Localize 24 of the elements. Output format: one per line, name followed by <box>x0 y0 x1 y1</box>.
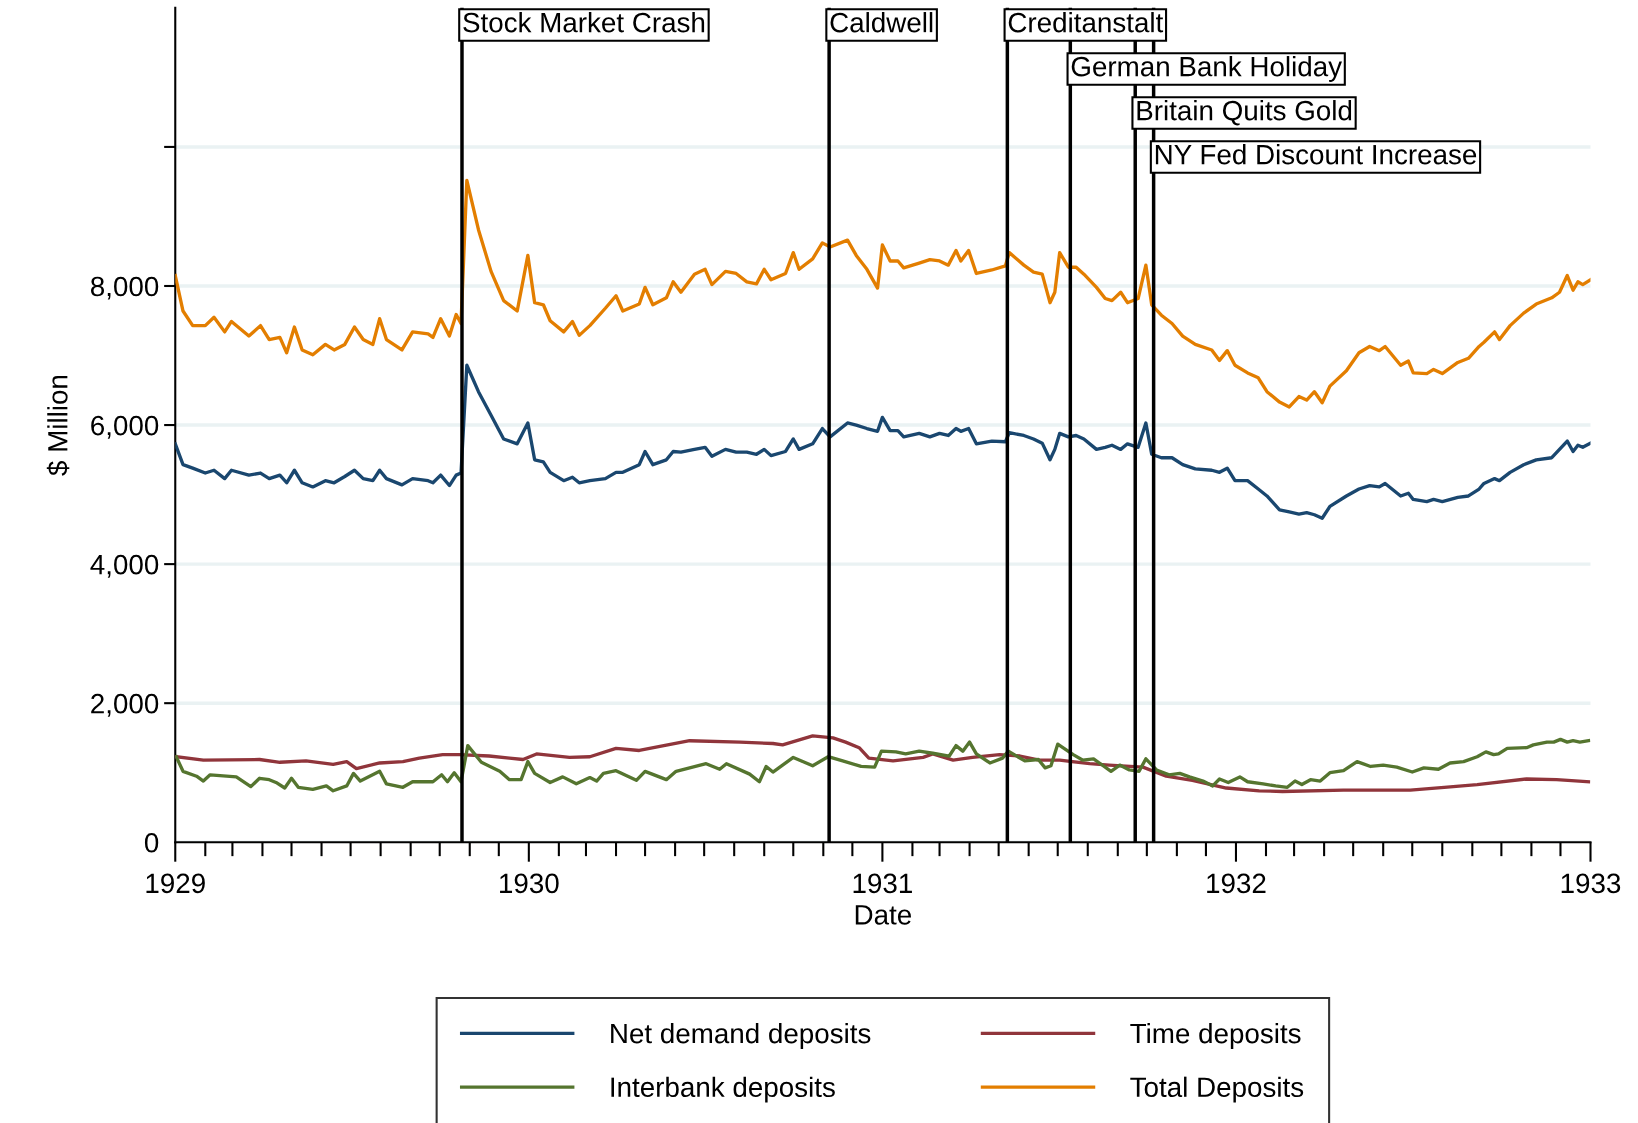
y-tick-label: 2,000 <box>91 693 159 717</box>
line-series <box>175 363 1591 520</box>
x-axis-title: Date <box>855 905 911 925</box>
legend-label: Time deposits <box>1130 1022 1301 1049</box>
ref-line-label: Britain Quits Gold <box>1137 100 1352 126</box>
x-tick-label: 1931 <box>853 873 912 894</box>
ref-line-label: NY Fed Discount Increase <box>1155 144 1477 165</box>
y-tick-label: 0 <box>144 832 159 853</box>
legend-label: Net demand deposits <box>611 1022 871 1049</box>
x-tick-label: 1930 <box>500 873 559 894</box>
x-tick-label: 1933 <box>1561 873 1621 894</box>
y-tick-label: 4,000 <box>90 554 159 578</box>
y-tick-label: 6,000 <box>91 415 159 439</box>
legend-label: Interbank deposits <box>611 1076 835 1103</box>
x-tick-label: 1932 <box>1207 873 1266 894</box>
x-tick-label: 1929 <box>146 873 205 894</box>
ref-line-label: Stock Market Crash <box>463 12 705 33</box>
y-tick-label: 8,000 <box>91 276 159 300</box>
legend-label: Total Deposits <box>1130 1076 1304 1103</box>
ref-line-label: Creditanstalt <box>1008 12 1164 33</box>
y-axis-title: $ Million <box>46 375 70 476</box>
line-series <box>175 178 1591 409</box>
ref-line-label: German Bank Holiday <box>1071 56 1342 82</box>
ref-line-label: Caldwell <box>830 12 933 33</box>
